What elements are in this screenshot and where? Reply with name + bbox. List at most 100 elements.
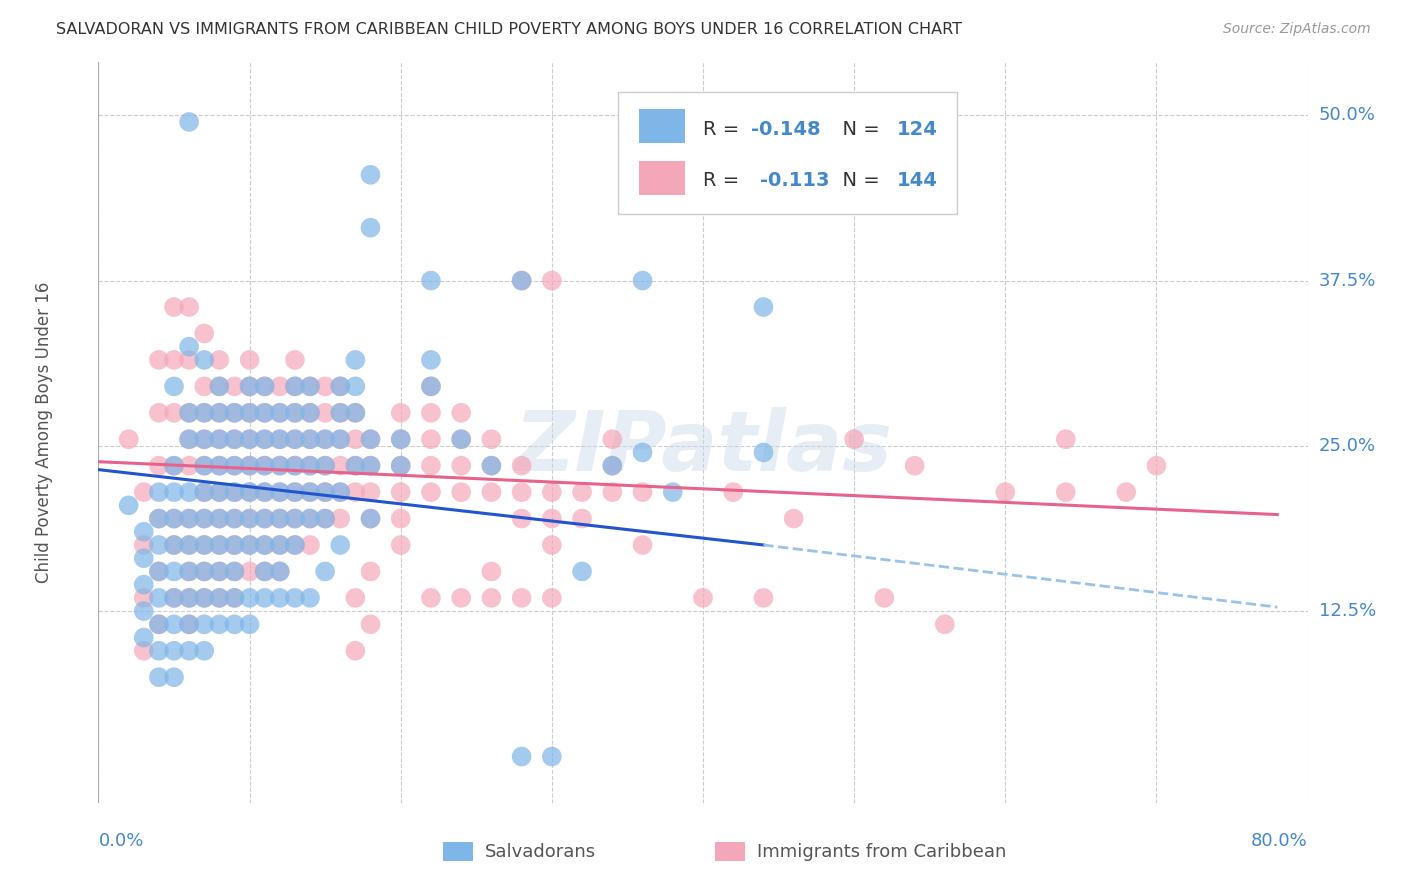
Point <box>329 432 352 446</box>
Point <box>1144 458 1167 473</box>
Point <box>179 591 201 605</box>
Point <box>193 511 215 525</box>
Point <box>1054 432 1077 446</box>
Text: Salvadorans: Salvadorans <box>485 843 596 861</box>
Point <box>844 432 866 446</box>
Point <box>148 617 170 632</box>
Point <box>253 406 276 420</box>
Point <box>510 749 533 764</box>
Point <box>253 432 276 446</box>
Point <box>193 432 215 446</box>
Point <box>179 565 201 579</box>
Point <box>314 406 336 420</box>
Point <box>148 565 170 579</box>
Point <box>904 458 927 473</box>
Point <box>299 485 322 500</box>
Point <box>450 432 472 446</box>
Point <box>314 565 336 579</box>
Point <box>208 432 231 446</box>
Point <box>783 511 806 525</box>
Point <box>329 538 352 552</box>
Point <box>179 406 201 420</box>
Point <box>193 485 215 500</box>
Point <box>179 538 201 552</box>
Point <box>284 406 307 420</box>
Point <box>208 511 231 525</box>
Point <box>239 485 262 500</box>
Point <box>284 511 307 525</box>
Bar <box>638 161 685 195</box>
Point <box>420 379 443 393</box>
Point <box>224 485 246 500</box>
Point <box>269 432 291 446</box>
Point <box>752 300 775 314</box>
Point <box>692 591 714 605</box>
Point <box>299 538 322 552</box>
Text: -0.148: -0.148 <box>751 120 821 138</box>
Point <box>148 511 170 525</box>
Point <box>193 511 215 525</box>
Point <box>163 485 186 500</box>
Point <box>193 538 215 552</box>
Point <box>239 379 262 393</box>
Point <box>239 485 262 500</box>
Point <box>179 432 201 446</box>
Point <box>148 485 170 500</box>
Point <box>269 485 291 500</box>
Point <box>344 485 367 500</box>
Point <box>360 617 382 632</box>
Point <box>269 511 291 525</box>
Point <box>253 432 276 446</box>
Point <box>179 406 201 420</box>
Point <box>208 406 231 420</box>
Point <box>571 511 593 525</box>
Point <box>239 511 262 525</box>
Point <box>360 432 382 446</box>
Point <box>193 617 215 632</box>
Point <box>193 458 215 473</box>
Point <box>284 458 307 473</box>
Point <box>163 591 186 605</box>
Point <box>540 538 562 552</box>
Point <box>389 538 412 552</box>
Point <box>284 485 307 500</box>
Point <box>420 406 443 420</box>
Point <box>239 538 262 552</box>
Point <box>752 445 775 459</box>
FancyBboxPatch shape <box>619 92 957 214</box>
Point <box>389 458 412 473</box>
Point <box>224 538 246 552</box>
Point <box>314 485 336 500</box>
Point <box>329 406 352 420</box>
Point <box>360 458 382 473</box>
Point <box>314 458 336 473</box>
Point <box>148 538 170 552</box>
Point <box>208 458 231 473</box>
Point <box>239 458 262 473</box>
Point <box>208 565 231 579</box>
Point <box>253 379 276 393</box>
Point <box>1054 485 1077 500</box>
Point <box>253 485 276 500</box>
Point <box>360 511 382 525</box>
Point <box>420 591 443 605</box>
Point <box>344 406 367 420</box>
Point <box>179 511 201 525</box>
Point <box>239 432 262 446</box>
Point <box>148 644 170 658</box>
Point <box>193 644 215 658</box>
Text: N =: N = <box>830 171 886 190</box>
Point <box>163 511 186 525</box>
Point <box>253 379 276 393</box>
Point <box>193 538 215 552</box>
Point <box>148 458 170 473</box>
Text: 144: 144 <box>897 171 938 190</box>
Point <box>239 458 262 473</box>
Point <box>329 485 352 500</box>
Point <box>132 485 155 500</box>
Point <box>193 406 215 420</box>
Point <box>299 511 322 525</box>
Point <box>299 485 322 500</box>
Point <box>360 168 382 182</box>
Point <box>179 352 201 367</box>
